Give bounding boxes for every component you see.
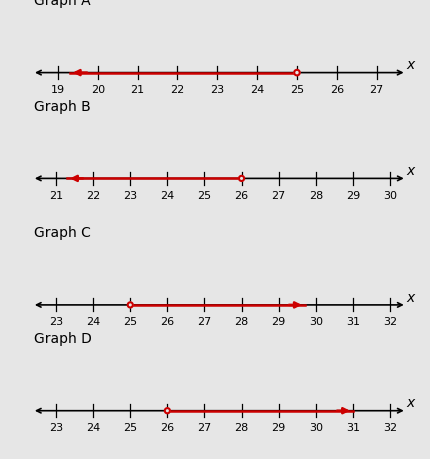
Text: 29: 29 — [271, 317, 286, 326]
Text: Graph A: Graph A — [34, 0, 90, 8]
Text: 25: 25 — [123, 422, 137, 432]
Text: 23: 23 — [49, 317, 63, 326]
Text: 30: 30 — [309, 317, 323, 326]
Text: 25: 25 — [123, 317, 137, 326]
Text: 29: 29 — [271, 422, 286, 432]
Text: 20: 20 — [91, 85, 105, 95]
Text: Graph B: Graph B — [34, 100, 91, 113]
Ellipse shape — [294, 71, 300, 76]
Text: 21: 21 — [131, 85, 145, 95]
Text: 30: 30 — [309, 422, 323, 432]
Text: x: x — [407, 396, 415, 409]
Text: Graph C: Graph C — [34, 226, 91, 240]
Text: Graph D: Graph D — [34, 331, 92, 345]
Text: 31: 31 — [346, 317, 360, 326]
Text: 28: 28 — [234, 422, 249, 432]
Text: 26: 26 — [234, 190, 249, 200]
Text: 26: 26 — [330, 85, 344, 95]
Text: 24: 24 — [86, 317, 100, 326]
Text: 27: 27 — [271, 190, 286, 200]
Text: 27: 27 — [369, 85, 384, 95]
Ellipse shape — [128, 302, 133, 308]
Text: 32: 32 — [383, 317, 397, 326]
Text: 30: 30 — [383, 190, 397, 200]
Text: 27: 27 — [197, 422, 212, 432]
Text: 26: 26 — [160, 422, 175, 432]
Ellipse shape — [165, 408, 170, 414]
Text: 24: 24 — [250, 85, 264, 95]
Text: 24: 24 — [160, 190, 175, 200]
Text: x: x — [406, 58, 415, 72]
Text: 28: 28 — [234, 317, 249, 326]
Text: 19: 19 — [51, 85, 65, 95]
Text: 29: 29 — [346, 190, 360, 200]
Text: 32: 32 — [383, 422, 397, 432]
Text: 23: 23 — [49, 422, 63, 432]
Text: 27: 27 — [197, 317, 212, 326]
Text: 23: 23 — [123, 190, 137, 200]
Text: 31: 31 — [346, 422, 360, 432]
Text: 22: 22 — [86, 190, 100, 200]
Text: 25: 25 — [197, 190, 212, 200]
Text: 23: 23 — [210, 85, 224, 95]
Text: 28: 28 — [309, 190, 323, 200]
Text: 24: 24 — [86, 422, 100, 432]
Text: x: x — [407, 164, 415, 178]
Text: 26: 26 — [160, 317, 175, 326]
Text: 25: 25 — [290, 85, 304, 95]
Ellipse shape — [239, 176, 244, 182]
Text: 21: 21 — [49, 190, 63, 200]
Text: x: x — [407, 290, 415, 304]
Text: 22: 22 — [170, 85, 184, 95]
